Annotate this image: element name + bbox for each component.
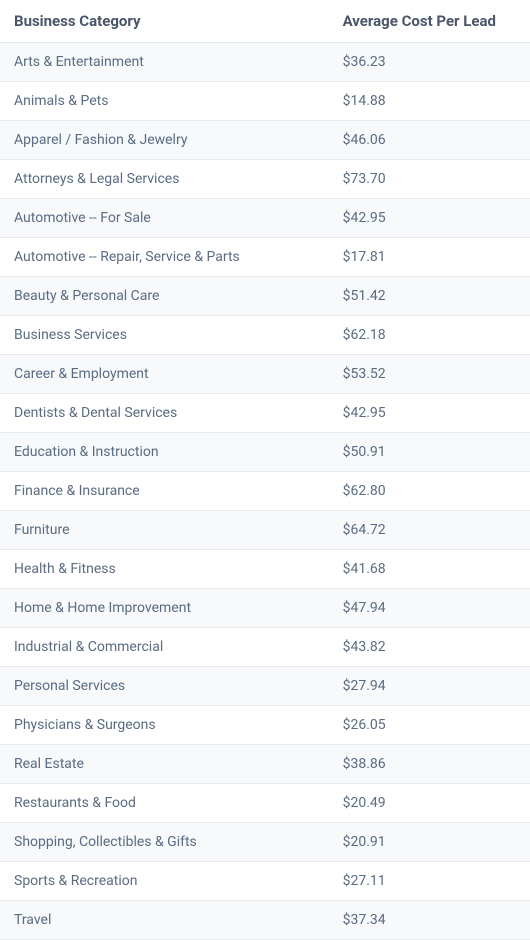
cell-category: Automotive -- Repair, Service & Parts (0, 238, 329, 277)
cell-category: Business Services (0, 316, 329, 355)
table-row: Dentists & Dental Services$42.95 (0, 394, 530, 433)
cell-category: Industrial & Commercial (0, 628, 329, 667)
table-row: Shopping, Collectibles & Gifts$20.91 (0, 823, 530, 862)
table-row: Home & Home Improvement$47.94 (0, 589, 530, 628)
table-row: Personal Services$27.94 (0, 667, 530, 706)
table-row: Apparel / Fashion & Jewelry$46.06 (0, 121, 530, 160)
cell-cost: $62.18 (329, 316, 530, 355)
cell-cost: $20.49 (329, 784, 530, 823)
cell-category: Arts & Entertainment (0, 43, 329, 82)
cell-category: Automotive -- For Sale (0, 199, 329, 238)
cell-cost: $64.72 (329, 511, 530, 550)
table-row: Attorneys & Legal Services$73.70 (0, 160, 530, 199)
cell-cost: $38.86 (329, 745, 530, 784)
table-row: Automotive -- For Sale$42.95 (0, 199, 530, 238)
cell-category: Travel (0, 901, 329, 940)
cell-category: Education & Instruction (0, 433, 329, 472)
table-body: Arts & Entertainment$36.23 Animals & Pet… (0, 43, 530, 940)
table-header-row: Business Category Average Cost Per Lead (0, 0, 530, 43)
table-row: Sports & Recreation$27.11 (0, 862, 530, 901)
cell-cost: $36.23 (329, 43, 530, 82)
table-row: Arts & Entertainment$36.23 (0, 43, 530, 82)
cell-cost: $37.34 (329, 901, 530, 940)
column-header-category: Business Category (0, 0, 329, 43)
cell-cost: $41.68 (329, 550, 530, 589)
table-row: Finance & Insurance$62.80 (0, 472, 530, 511)
cell-category: Furniture (0, 511, 329, 550)
cell-cost: $42.95 (329, 394, 530, 433)
table-row: Career & Employment$53.52 (0, 355, 530, 394)
cell-category: Dentists & Dental Services (0, 394, 329, 433)
table-row: Health & Fitness$41.68 (0, 550, 530, 589)
cell-category: Finance & Insurance (0, 472, 329, 511)
cell-cost: $73.70 (329, 160, 530, 199)
cell-category: Health & Fitness (0, 550, 329, 589)
cell-category: Shopping, Collectibles & Gifts (0, 823, 329, 862)
cell-category: Personal Services (0, 667, 329, 706)
cell-category: Attorneys & Legal Services (0, 160, 329, 199)
table-row: Furniture$64.72 (0, 511, 530, 550)
cell-cost: $20.91 (329, 823, 530, 862)
cell-cost: $50.91 (329, 433, 530, 472)
table-row: Industrial & Commercial$43.82 (0, 628, 530, 667)
column-header-cost: Average Cost Per Lead (329, 0, 530, 43)
cell-category: Restaurants & Food (0, 784, 329, 823)
cell-cost: $43.82 (329, 628, 530, 667)
cell-cost: $27.94 (329, 667, 530, 706)
table-row: Restaurants & Food$20.49 (0, 784, 530, 823)
table-row: Beauty & Personal Care$51.42 (0, 277, 530, 316)
cell-cost: $14.88 (329, 82, 530, 121)
cell-category: Career & Employment (0, 355, 329, 394)
cost-per-lead-table: Business Category Average Cost Per Lead … (0, 0, 530, 940)
table-row: Physicians & Surgeons$26.05 (0, 706, 530, 745)
cell-cost: $42.95 (329, 199, 530, 238)
cell-category: Home & Home Improvement (0, 589, 329, 628)
cell-category: Beauty & Personal Care (0, 277, 329, 316)
cell-category: Physicians & Surgeons (0, 706, 329, 745)
table-row: Travel$37.34 (0, 901, 530, 940)
cell-category: Sports & Recreation (0, 862, 329, 901)
cell-cost: $27.11 (329, 862, 530, 901)
cell-cost: $17.81 (329, 238, 530, 277)
cell-cost: $46.06 (329, 121, 530, 160)
table-row: Animals & Pets$14.88 (0, 82, 530, 121)
cell-cost: $62.80 (329, 472, 530, 511)
cell-cost: $26.05 (329, 706, 530, 745)
cell-category: Real Estate (0, 745, 329, 784)
cell-category: Animals & Pets (0, 82, 329, 121)
cell-cost: $51.42 (329, 277, 530, 316)
table-row: Education & Instruction$50.91 (0, 433, 530, 472)
table-row: Automotive -- Repair, Service & Parts$17… (0, 238, 530, 277)
cell-cost: $47.94 (329, 589, 530, 628)
table-row: Business Services$62.18 (0, 316, 530, 355)
cell-category: Apparel / Fashion & Jewelry (0, 121, 329, 160)
table-row: Real Estate$38.86 (0, 745, 530, 784)
cell-cost: $53.52 (329, 355, 530, 394)
